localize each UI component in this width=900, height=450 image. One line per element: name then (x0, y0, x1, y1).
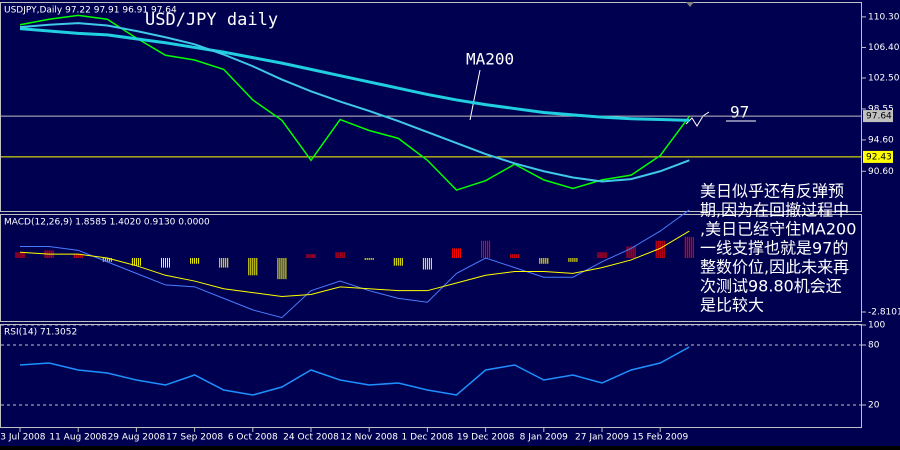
x-tick-label: 8 Jan 2009 (520, 433, 568, 443)
annotation-pointer (469, 69, 481, 121)
y-tick-label: 20 (868, 401, 880, 411)
annotation-arrow (685, 111, 710, 127)
series-line (20, 209, 690, 319)
y-tick-label: 102.50 (868, 74, 900, 84)
x-tick-label: 1 Dec 2008 (402, 433, 454, 443)
y-tick-label: 100 (868, 321, 885, 331)
series-line (19, 14, 690, 191)
y-tick-label: 94.60 (868, 135, 894, 145)
chart-subtitle: USD/JPY daily (145, 10, 278, 30)
note-line: 一线支撑也就是97的 (700, 239, 848, 258)
x-tick-label: 29 Aug 2008 (108, 433, 166, 443)
x-tick-label: 23 Jul 2008 (0, 433, 46, 443)
series-line (19, 27, 690, 122)
price-tag-label: 92.43 (866, 152, 892, 162)
price-tag-label: 97.64 (866, 112, 892, 122)
series-line (19, 22, 690, 183)
price-tag (863, 150, 893, 163)
note-line: ,美日已经守住MA200 (700, 220, 856, 239)
price-tag (863, 110, 893, 123)
x-tick-label: 17 Sep 2008 (166, 433, 223, 443)
x-tick-label: 11 Aug 2008 (49, 433, 107, 443)
macd-pane (0, 214, 862, 322)
note-line: 期,因为在回撤过程中 (700, 201, 849, 220)
x-tick-label: 27 Jan 2009 (575, 433, 629, 443)
note-line: 美日似乎还有反弹预 (700, 182, 844, 201)
pane-title: USDJPY,Daily 97.22 97.91 96.91 97.64 (4, 6, 177, 16)
x-tick-label: 24 Oct 2008 (283, 433, 339, 443)
series-line (19, 346, 690, 396)
note-line: 次测试98.80机会还 (700, 277, 842, 296)
y-tick-label: 110.30 (868, 12, 900, 22)
y-tick-label: -2.8101 (868, 308, 900, 318)
rsi-pane (0, 324, 862, 428)
x-tick-label: 15 Feb 2009 (632, 433, 688, 443)
note-line: 整数价位,因此未来再 (700, 258, 849, 277)
annotation: MA200 (466, 50, 514, 69)
x-tick-label: 6 Oct 2008 (228, 433, 278, 443)
shift-marker (686, 2, 694, 7)
y-tick-label: 90.60 (868, 167, 894, 177)
series-line (19, 230, 690, 297)
y-tick-label: 98.55 (868, 104, 894, 114)
x-tick-label: 12 Nov 2008 (340, 433, 398, 443)
x-tick-label: 19 Dec 2008 (457, 433, 515, 443)
pane-title: MACD(12,26,9) 1.8585 1.4020 0.9130 0.000… (4, 218, 210, 228)
y-tick-label: 106.40 (868, 43, 900, 53)
note-line: 是比较大 (700, 296, 764, 315)
pane-title: RSI(14) 71.3052 (4, 328, 77, 338)
y-tick-label: 80 (868, 341, 880, 351)
main-pane (0, 2, 862, 212)
annotation: 97 (730, 103, 749, 122)
note: 美日似乎还有反弹预期,因为在回撤过程中,美日已经守住MA200一线支撑也就是97… (700, 182, 856, 315)
